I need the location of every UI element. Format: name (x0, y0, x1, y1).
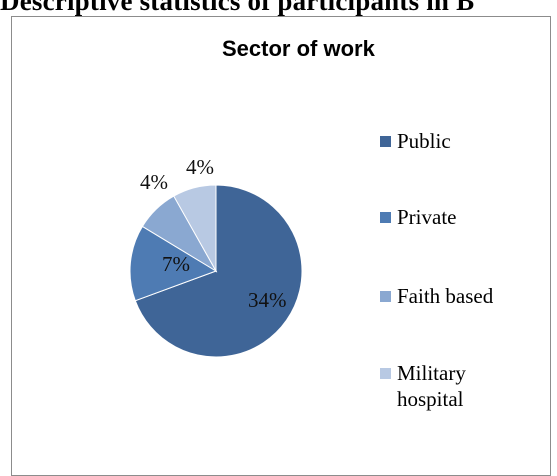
data-label-private: 7% (162, 252, 190, 276)
legend-label: Military hospital (397, 361, 466, 411)
legend-swatch (380, 212, 391, 223)
pie-slice-public (134, 184, 303, 358)
data-label-military-hospital: 4% (186, 155, 214, 179)
legend-item-public: Public (380, 128, 550, 154)
pie-slice-private (129, 225, 218, 302)
data-label-public: 34% (248, 288, 287, 312)
legend-swatch (380, 291, 391, 302)
legend-label: Faith based (397, 284, 494, 308)
legend-label: Private (397, 205, 457, 229)
legend-item-military-hospital: Military hospital (380, 360, 550, 412)
legend-label: Public (397, 129, 451, 153)
legend-item-faith-based: Faith based (380, 283, 550, 309)
pie-chart: 34% 7% 4% 4% (129, 155, 303, 358)
legend-swatch (380, 368, 391, 379)
document-heading: Descriptive statistics of participants i… (0, 0, 475, 16)
pie-slice-military-hospital (173, 184, 217, 273)
legend-swatch (380, 136, 391, 147)
chart-title: Sector of work (222, 36, 375, 61)
legend-item-private: Private (380, 204, 550, 230)
data-label-faith-based: 4% (140, 170, 168, 194)
